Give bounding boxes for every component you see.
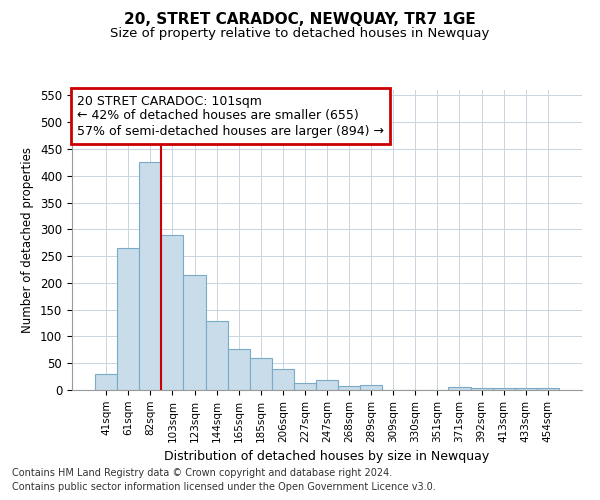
Bar (117, 248, 139, 390)
Bar (316, 380, 338, 390)
Y-axis label: Number of detached properties: Number of detached properties (22, 147, 34, 333)
Bar (493, 388, 515, 390)
X-axis label: Distribution of detached houses by size in Newquay: Distribution of detached houses by size … (164, 450, 490, 463)
Text: Contains public sector information licensed under the Open Government Licence v3: Contains public sector information licen… (12, 482, 436, 492)
Text: Size of property relative to detached houses in Newquay: Size of property relative to detached ho… (110, 28, 490, 40)
Bar (360, 384, 382, 390)
Bar (250, 358, 272, 390)
Bar (272, 368, 294, 390)
Bar (448, 388, 470, 390)
Bar (206, 322, 227, 390)
Bar (515, 388, 537, 390)
Bar (470, 388, 493, 390)
Bar (537, 388, 559, 390)
Text: 20 STRET CARADOC: 101sqm
← 42% of detached houses are smaller (655)
57% of semi-: 20 STRET CARADOC: 101sqm ← 42% of detach… (77, 94, 384, 138)
Text: 20, STRET CARADOC, NEWQUAY, TR7 1GE: 20, STRET CARADOC, NEWQUAY, TR7 1GE (124, 12, 476, 28)
Bar (184, 275, 206, 390)
Bar (139, 162, 161, 390)
Bar (338, 386, 360, 390)
Text: Contains HM Land Registry data © Crown copyright and database right 2024.: Contains HM Land Registry data © Crown c… (12, 468, 392, 477)
Bar (95, 374, 117, 390)
Bar (294, 383, 316, 390)
Bar (161, 234, 184, 390)
Bar (227, 350, 250, 390)
